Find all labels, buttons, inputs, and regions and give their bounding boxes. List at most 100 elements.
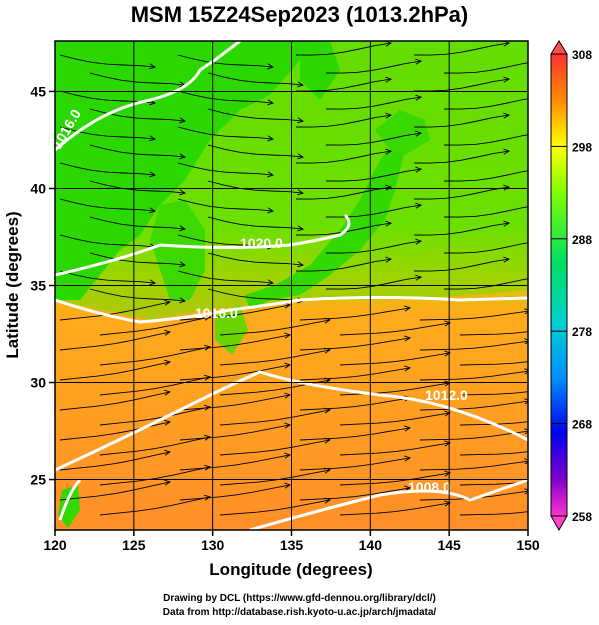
temperature-field: 1016.0 1020.0 1016.0 1012.0 1008.0 <box>55 41 539 530</box>
streamline-arrow <box>284 362 292 369</box>
streamline-arrow <box>324 437 332 444</box>
streamline-arrow <box>179 153 187 160</box>
streamline-arrow <box>415 94 423 101</box>
streamline <box>99 496 211 516</box>
streamline-arrow <box>204 434 212 441</box>
streamline-arrow <box>385 220 393 227</box>
contour-label-1020: 1020.0 <box>240 235 283 251</box>
streamline-arrow <box>404 485 412 492</box>
streamline-arrow <box>503 112 511 119</box>
streamline <box>99 316 211 336</box>
streamline-arrow <box>204 494 212 501</box>
isobar-1012 <box>55 370 528 472</box>
streamline-arrow <box>385 76 393 83</box>
streamline <box>207 144 304 158</box>
streamline-arrow <box>415 274 423 281</box>
streamline-arrow <box>297 225 305 232</box>
isobar-taiwan <box>58 478 82 521</box>
streamline <box>59 421 171 441</box>
streamline-arrow <box>204 344 212 351</box>
x-axis-title: Longitude (degrees) <box>209 560 372 579</box>
streamline <box>443 206 528 218</box>
streamline-arrow <box>503 148 511 155</box>
wind-streamlines <box>59 41 539 516</box>
streamline <box>179 454 291 471</box>
colorbar-tick-label: 308 <box>572 48 592 62</box>
streamline <box>299 457 411 471</box>
streamline-arrow <box>533 59 539 64</box>
streamline-arrow <box>503 76 511 83</box>
streamline-arrow <box>415 202 423 209</box>
streamline-arrow <box>503 220 511 227</box>
contour-label-1008: 1008.0 <box>408 479 451 495</box>
streamline-arrow <box>297 81 305 88</box>
streamline-arrow <box>204 464 212 471</box>
streamline <box>459 421 528 426</box>
streamline <box>59 331 171 351</box>
streamline <box>459 451 528 456</box>
streamline-arrow <box>204 374 212 381</box>
streamline-arrow <box>149 207 157 214</box>
streamline <box>299 397 411 411</box>
streamline-arrow <box>179 117 187 124</box>
y-tick-label: 25 <box>30 472 46 488</box>
streamline-arrow <box>179 225 187 232</box>
colorbar-bottom-arrow <box>550 515 568 532</box>
streamline-arrow <box>204 404 212 411</box>
x-tick-label: 150 <box>516 537 540 553</box>
streamline <box>177 198 274 212</box>
streamline <box>177 162 274 176</box>
streamline <box>325 204 422 218</box>
streamline-arrow <box>533 239 539 244</box>
streamline-arrow <box>404 425 412 432</box>
streamline <box>207 180 304 194</box>
streamline-arrow <box>267 63 275 70</box>
streamline-arrow <box>404 455 412 462</box>
streamline <box>443 134 528 146</box>
streamline-arrow <box>284 452 292 459</box>
streamline <box>299 337 411 351</box>
streamline <box>443 242 528 254</box>
streamline <box>179 484 291 501</box>
streamline-arrow <box>267 279 275 286</box>
streamline <box>207 108 304 122</box>
streamline <box>413 42 510 56</box>
streamline <box>59 270 156 284</box>
streamline-arrow <box>297 261 305 268</box>
streamline-arrow <box>164 479 172 486</box>
streamline <box>99 406 211 426</box>
y-tick-label: 30 <box>30 375 46 391</box>
streamline <box>219 349 331 366</box>
streamline-arrow <box>179 261 187 268</box>
streamline-arrow <box>444 500 452 507</box>
streamline <box>295 186 392 200</box>
streamline <box>177 126 274 140</box>
streamline-arrow <box>524 308 528 315</box>
streamline <box>295 258 392 272</box>
streamline-arrow <box>164 419 172 426</box>
streamline <box>325 168 422 182</box>
streamline-arrow <box>324 467 332 474</box>
streamline <box>413 114 510 128</box>
lat-lon-grid <box>55 41 528 530</box>
streamline <box>413 150 510 164</box>
streamline-arrow <box>444 320 452 327</box>
streamline <box>207 252 304 266</box>
streamline-arrow <box>415 130 423 137</box>
streamline <box>89 252 186 266</box>
streamline <box>413 186 510 200</box>
streamline-arrow <box>324 407 332 414</box>
streamline <box>413 222 510 236</box>
colorbar-tick-label: 258 <box>572 510 592 524</box>
colorbar-tick-label: 278 <box>572 325 592 339</box>
x-tick-label: 140 <box>359 537 383 553</box>
streamline-arrow <box>533 203 539 208</box>
streamline <box>59 391 171 411</box>
streamline <box>295 114 392 128</box>
streamline <box>219 319 331 336</box>
streamline <box>99 346 211 366</box>
streamline <box>59 301 171 321</box>
streamline-arrow <box>503 41 511 47</box>
isobar-1020 <box>55 213 351 277</box>
colorbar-top-arrow <box>550 40 568 55</box>
